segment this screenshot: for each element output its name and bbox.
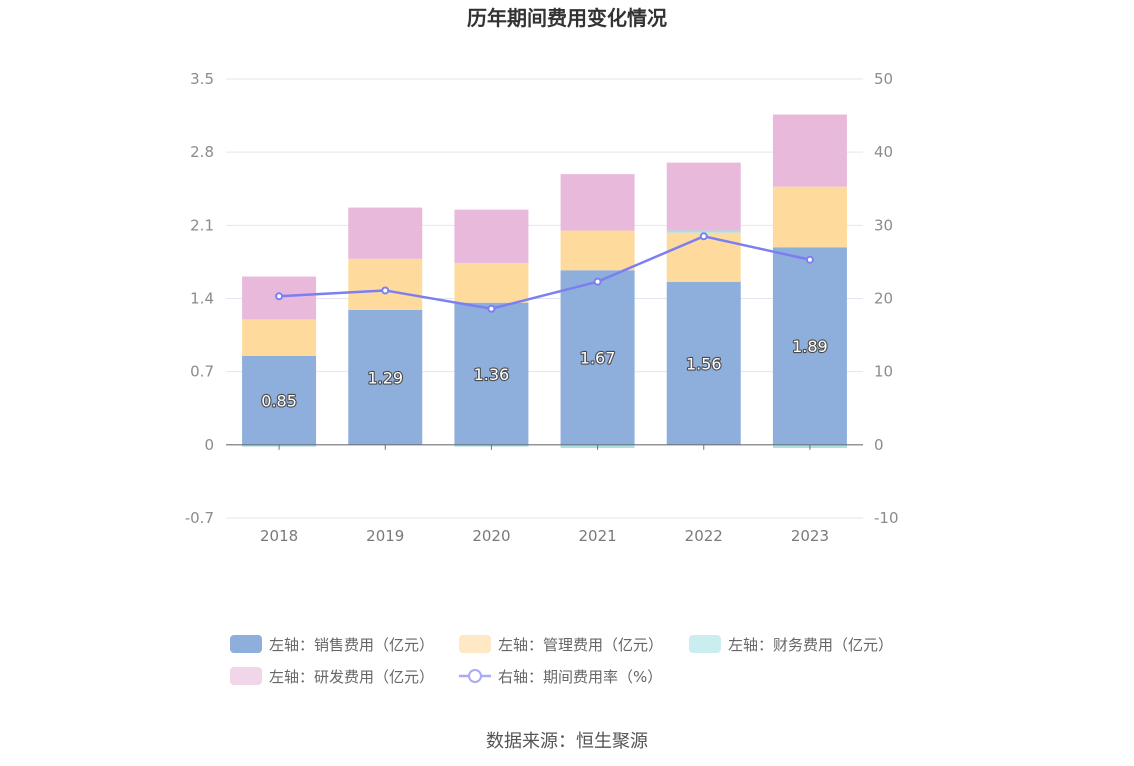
bar-segment <box>666 230 741 233</box>
right-tick-label: 20 <box>874 290 893 308</box>
legend-label: 左轴：销售费用（亿元） <box>269 636 434 654</box>
legend-swatch <box>230 635 262 653</box>
bar-segment <box>348 207 423 259</box>
line-path <box>279 235 811 311</box>
left-axis: -0.7 0 0.7 1.4 2.1 2.8 3.5 <box>185 70 214 527</box>
bar-data-label: 1.67 <box>580 349 616 368</box>
line-point <box>381 286 390 295</box>
legend-marker <box>468 669 482 683</box>
left-tick-label: 0 <box>204 436 214 454</box>
legend-item[interactable]: 左轴：管理费用（亿元） <box>459 635 663 654</box>
bar-segment <box>242 319 317 356</box>
bar-data-label: 1.29 <box>367 368 403 387</box>
bar-segment <box>560 230 635 271</box>
x-tick-label: 2018 <box>260 527 298 545</box>
bar-series <box>242 114 847 448</box>
legend[interactable]: 左轴：销售费用（亿元） 左轴：管理费用（亿元） 左轴：财务费用（亿元） 左轴：研发费用… <box>230 635 893 686</box>
left-tick-label: 3.5 <box>190 70 214 88</box>
bar-segment <box>666 281 741 445</box>
legend-label: 右轴：期间费用率（%） <box>498 668 662 686</box>
bar-segment <box>454 209 529 263</box>
bar-segment <box>772 186 847 248</box>
left-tick-label: -0.7 <box>185 509 214 527</box>
bar-segment <box>454 302 529 445</box>
bar-segment <box>348 258 423 310</box>
x-tick-label: 2019 <box>366 527 404 545</box>
right-tick-label: 10 <box>874 363 893 381</box>
data-labels: 0.85 1.29 1.36 1.67 1.56 1.89 <box>260 336 829 412</box>
legend-swatch <box>230 667 262 685</box>
left-tick-label: 0.7 <box>190 363 214 381</box>
bar-segment <box>772 114 847 187</box>
bar-segment <box>560 270 635 445</box>
bar-data-label: 1.89 <box>792 337 828 356</box>
x-tick-label: 2020 <box>472 527 510 545</box>
legend-label: 左轴：财务费用（亿元） <box>728 636 893 654</box>
legend-label: 左轴：研发费用（亿元） <box>269 668 434 686</box>
bar-data-label: 1.36 <box>474 365 510 384</box>
bar-data-label: 0.85 <box>261 391 297 410</box>
right-tick-label: 0 <box>874 436 884 454</box>
right-tick-label: 50 <box>874 70 893 88</box>
right-tick-label: 30 <box>874 216 893 234</box>
line-point <box>699 232 708 241</box>
legend-swatch <box>689 635 721 653</box>
source-text: 数据来源：恒生聚源 <box>486 731 648 752</box>
x-tick-label: 2021 <box>578 527 616 545</box>
bar-segment <box>348 309 423 445</box>
left-tick-label: 2.1 <box>190 216 214 234</box>
left-tick-label: 1.4 <box>190 290 214 308</box>
right-axis: -10 0 10 20 30 40 50 <box>874 70 899 527</box>
x-tick-label: 2022 <box>685 527 723 545</box>
bar-segment <box>454 262 529 303</box>
legend-item[interactable]: 右轴：期间费用率（%） <box>459 668 662 686</box>
line-point <box>805 255 814 264</box>
grid <box>226 78 863 519</box>
bar-data-label: 1.56 <box>686 354 722 373</box>
right-tick-label: 40 <box>874 143 893 161</box>
bar-segment <box>772 247 847 445</box>
bar-segment <box>666 162 741 231</box>
legend-item[interactable]: 左轴：销售费用（亿元） <box>230 635 434 654</box>
x-tick-label: 2023 <box>791 527 829 545</box>
legend-item[interactable]: 左轴：财务费用（亿元） <box>689 635 893 654</box>
line-series <box>275 232 814 313</box>
legend-swatch <box>459 635 491 653</box>
line-point <box>593 277 602 286</box>
bar-segment <box>242 355 317 445</box>
left-tick-label: 2.8 <box>190 143 214 161</box>
bar-segment <box>560 174 635 231</box>
legend-item[interactable]: 左轴：研发费用（亿元） <box>230 667 434 686</box>
x-axis <box>226 444 863 450</box>
x-tick-labels: 2018 2019 2020 2021 2022 2023 <box>260 527 829 545</box>
line-point <box>275 292 284 301</box>
line-point <box>487 304 496 313</box>
legend-label: 左轴：管理费用（亿元） <box>498 636 663 654</box>
right-tick-label: -10 <box>874 509 899 527</box>
chart-title: 历年期间费用变化情况 <box>467 6 667 30</box>
